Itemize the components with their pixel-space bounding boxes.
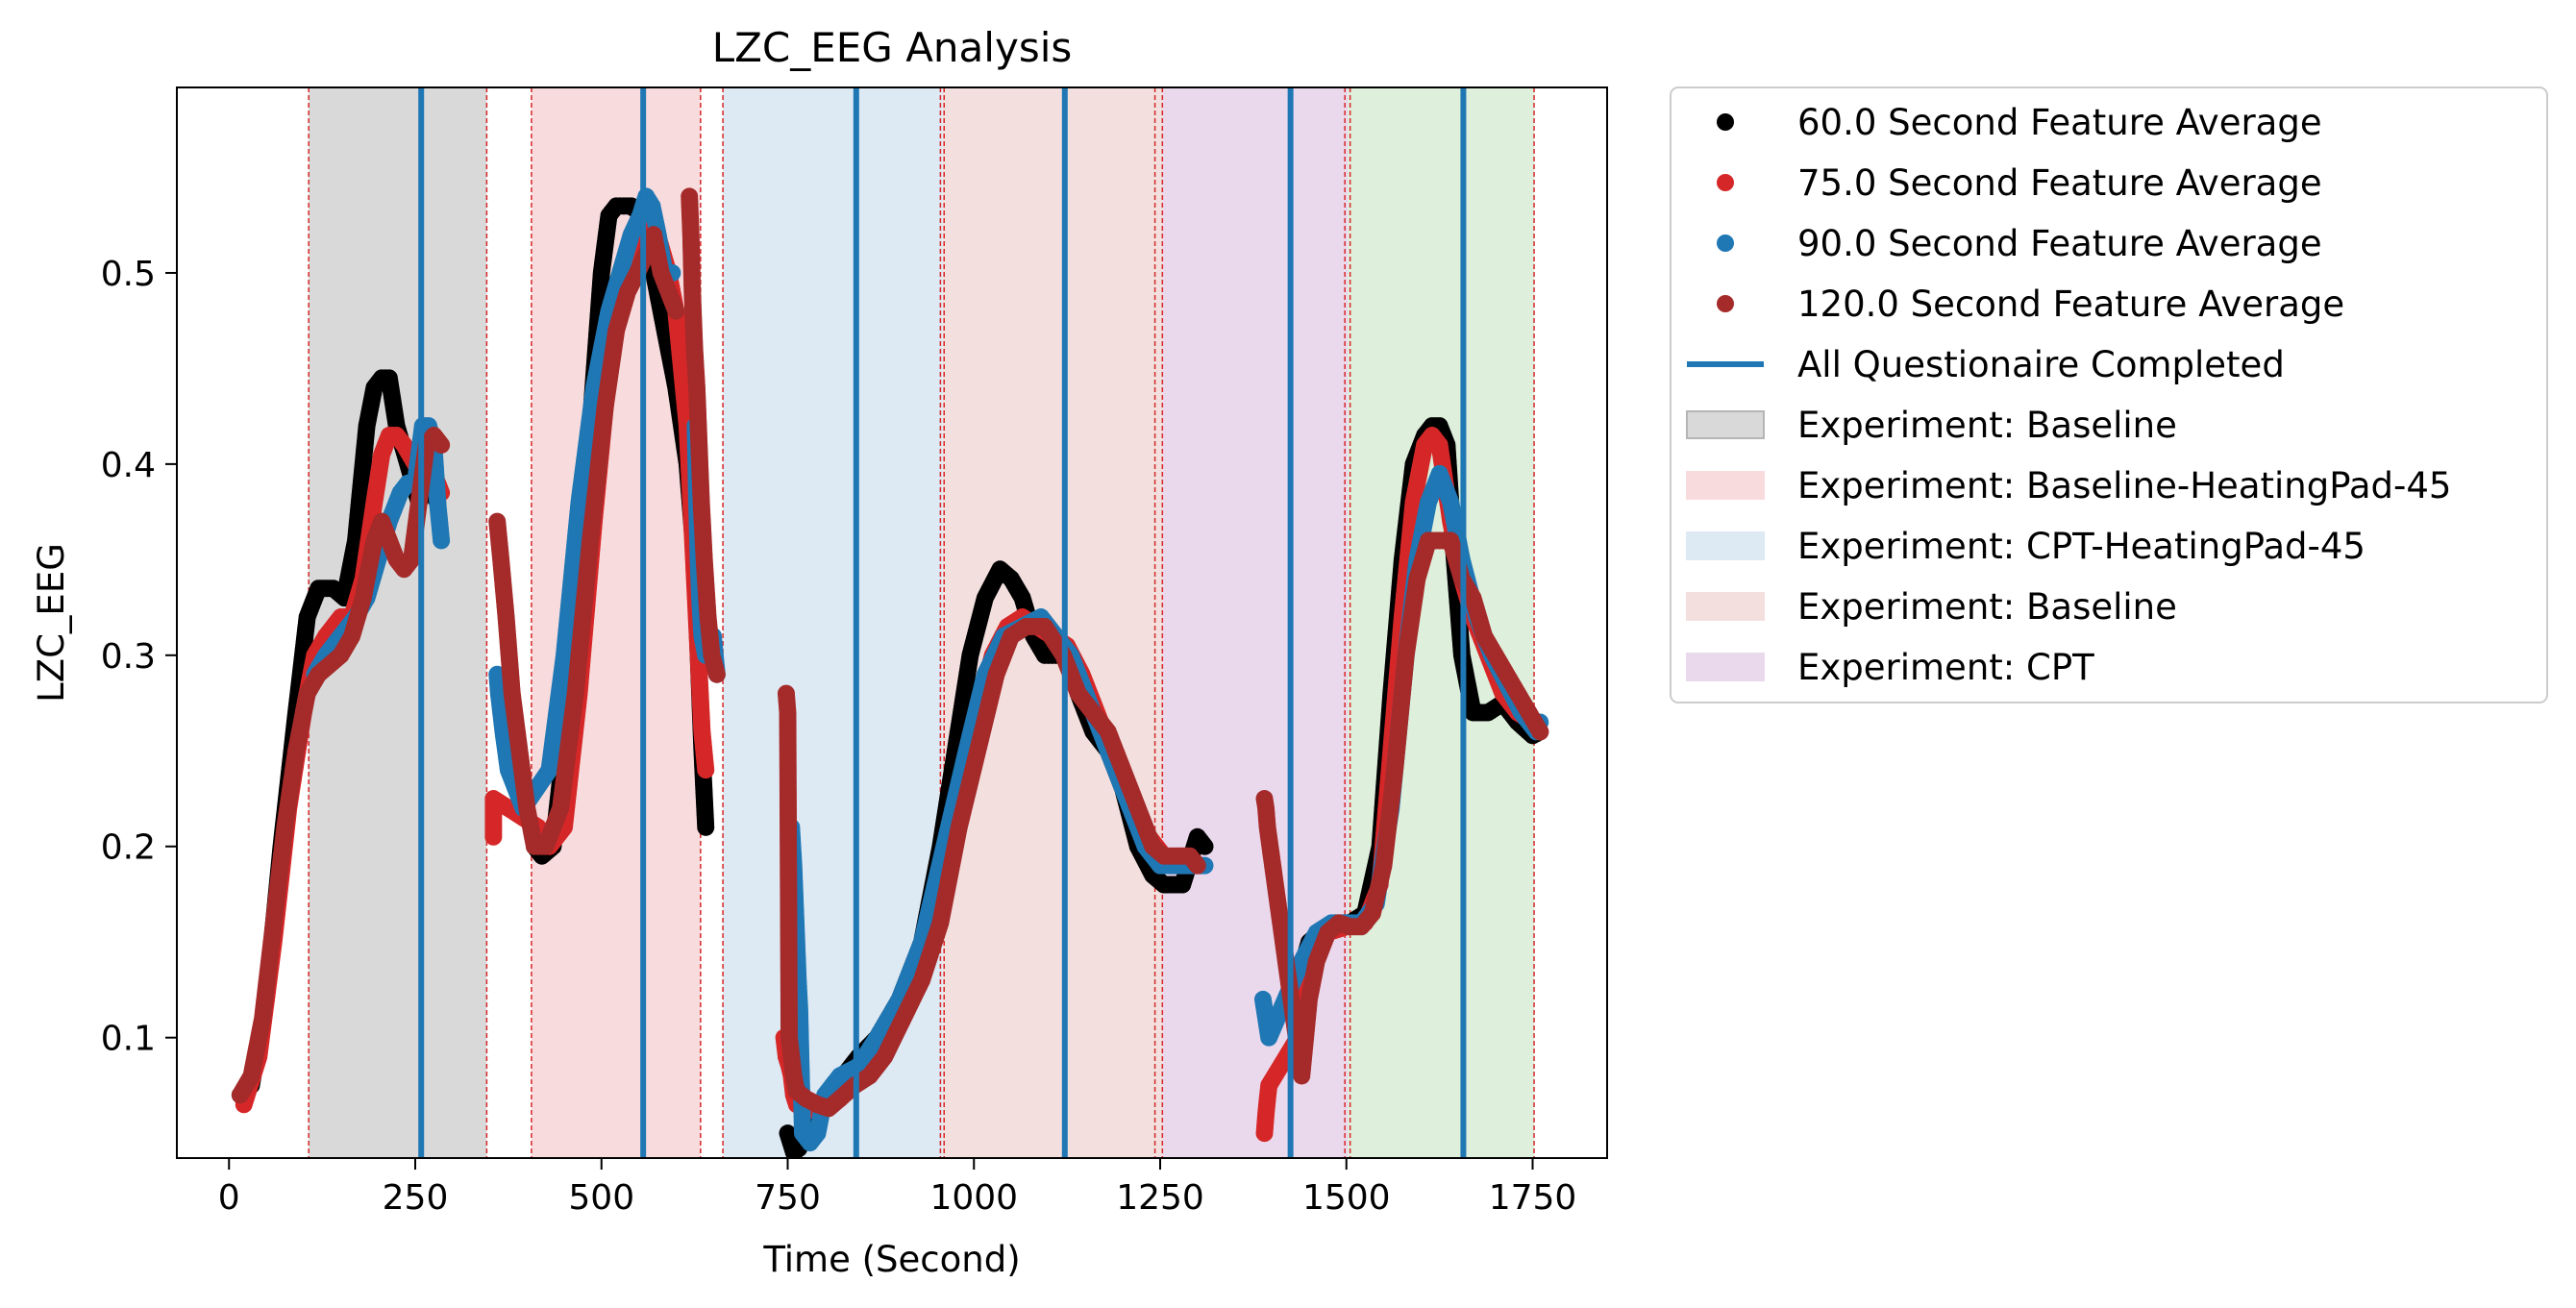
point — [1196, 837, 1214, 855]
point — [433, 435, 451, 454]
point — [697, 761, 715, 779]
series-3 — [231, 187, 1549, 1118]
region-5 — [1348, 87, 1535, 1158]
point — [667, 302, 685, 320]
point — [707, 665, 726, 683]
data-points — [231, 187, 1549, 1158]
point — [697, 818, 715, 836]
point — [433, 531, 451, 550]
region-1 — [531, 87, 701, 1158]
